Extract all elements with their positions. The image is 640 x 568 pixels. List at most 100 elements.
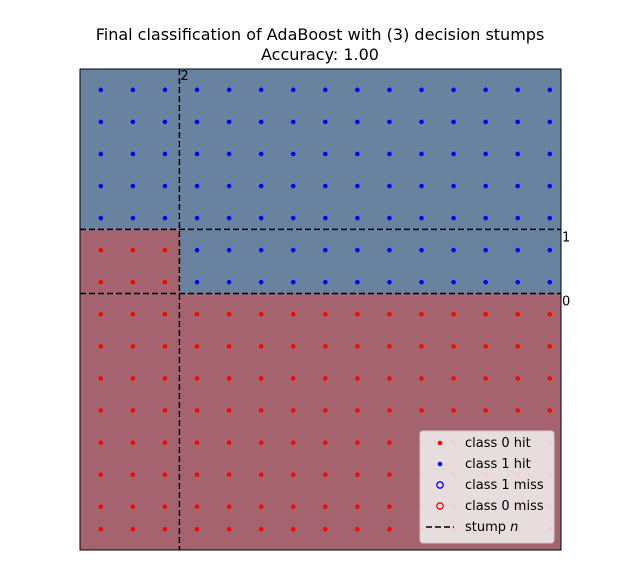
point-class-1-r4-c3: [194, 215, 200, 221]
point-class-1-r5-c12: [483, 247, 488, 253]
point-class-0-r7-c6: [290, 312, 296, 317]
point-class-0-r9-c3: [194, 376, 200, 381]
point-class-0-r7-c1: [130, 312, 136, 317]
point-class-0-r7-c4: [226, 312, 232, 317]
point-class-1-r6-c11: [451, 279, 456, 285]
point-class-1-r4-c11: [451, 215, 456, 221]
legend-item-class-1-miss: class 1 miss: [436, 478, 544, 493]
point-class-0-r11-c8: [355, 440, 360, 445]
point-class-1-r0-c8: [355, 87, 360, 93]
point-class-0-r5-c2: [162, 247, 168, 253]
point-class-1-r6-c9: [387, 279, 392, 285]
legend-item-stump: stump n: [426, 520, 518, 535]
point-class-1-r6-c5: [258, 279, 264, 285]
point-class-1-r2-c1: [130, 151, 136, 157]
point-class-1-r1-c9: [387, 119, 392, 125]
stump-label-2: 2: [180, 69, 188, 84]
point-class-0-r13-c0: [98, 504, 104, 510]
point-class-0-r8-c7: [323, 344, 328, 349]
point-class-0-r10-c2: [162, 408, 168, 413]
point-class-1-r3-c8: [355, 183, 360, 189]
point-class-1-r2-c8: [355, 151, 360, 157]
point-class-0-r10-c0: [98, 408, 104, 413]
point-class-0-r9-c9: [387, 376, 392, 381]
point-class-1-r1-c0: [98, 119, 104, 125]
legend-item-class-0-miss-label: class 0 miss: [465, 499, 544, 514]
decision-stumps: 0 1 2: [80, 69, 570, 550]
point-class-1-r3-c9: [387, 183, 392, 189]
point-class-1-r6-c8: [355, 279, 360, 285]
region-class-1-0: [80, 69, 561, 230]
point-class-1-r3-c7: [323, 183, 328, 189]
point-class-0-r12-c3: [194, 472, 200, 477]
point-class-0-r10-c14: [547, 408, 553, 413]
point-class-1-r5-c7: [323, 247, 328, 253]
point-class-1-r2-c7: [323, 151, 328, 157]
point-class-1-r1-c5: [258, 119, 264, 125]
point-class-0-r12-c1: [130, 472, 136, 477]
point-class-1-r1-c11: [451, 119, 456, 125]
point-class-0-r12-c5: [258, 472, 264, 477]
legend-item-class-0-hit-label: class 0 hit: [465, 436, 531, 451]
point-class-1-r1-c13: [515, 119, 521, 125]
chart-subtitle: Accuracy: 1.00: [261, 45, 379, 64]
point-class-0-r8-c3: [194, 344, 200, 349]
point-class-1-r6-c3: [194, 279, 200, 285]
point-class-0-r7-c11: [451, 312, 456, 317]
point-class-0-r7-c2: [162, 312, 168, 317]
point-class-0-r7-c12: [483, 312, 488, 317]
point-class-1-r2-c4: [226, 151, 232, 157]
point-class-1-r3-c3: [194, 183, 200, 189]
point-class-0-r7-c13: [515, 312, 521, 317]
legend-item-class-1-hit: class 1 hit: [437, 457, 531, 472]
point-class-0-r10-c9: [387, 408, 392, 413]
point-class-1-r2-c6: [290, 151, 296, 157]
point-class-1-r5-c11: [451, 247, 456, 253]
point-class-0-r5-c0: [98, 247, 104, 253]
point-class-1-r2-c12: [483, 151, 488, 157]
legend-item-class-0-hit-marker: [437, 440, 443, 446]
point-class-1-r4-c5: [258, 215, 264, 221]
point-class-0-r7-c7: [323, 312, 328, 317]
point-class-0-r14-c9: [387, 526, 392, 532]
point-class-0-r12-c6: [290, 472, 296, 477]
point-class-1-r4-c10: [419, 215, 424, 221]
point-class-1-r3-c12: [483, 183, 488, 189]
point-class-0-r14-c1: [130, 526, 136, 532]
point-class-0-r12-c0: [98, 472, 104, 477]
point-class-1-r2-c9: [387, 151, 392, 157]
point-class-1-r0-c3: [194, 87, 200, 93]
point-class-0-r7-c8: [355, 312, 360, 317]
point-class-1-r1-c2: [162, 119, 168, 125]
point-class-1-r3-c14: [547, 183, 553, 189]
point-class-0-r8-c1: [130, 344, 136, 349]
point-class-0-r9-c11: [451, 376, 456, 381]
point-class-0-r11-c6: [290, 440, 296, 445]
point-class-1-r6-c10: [419, 279, 424, 285]
point-class-1-r1-c3: [194, 119, 200, 125]
point-class-0-r9-c12: [483, 376, 488, 381]
point-class-1-r1-c4: [226, 119, 232, 125]
legend-item-class-1-miss-marker: [436, 481, 444, 489]
point-class-0-r11-c2: [162, 440, 168, 445]
point-class-0-r7-c0: [98, 312, 104, 317]
point-class-0-r13-c5: [258, 504, 264, 510]
point-class-0-r7-c14: [547, 312, 553, 317]
point-class-1-r3-c5: [258, 183, 264, 189]
point-class-0-r13-c3: [194, 504, 200, 510]
point-class-1-r1-c8: [355, 119, 360, 125]
point-class-1-r0-c1: [130, 87, 136, 93]
point-class-0-r8-c0: [98, 344, 104, 349]
point-class-1-r3-c11: [451, 183, 456, 189]
point-class-1-r2-c11: [451, 151, 456, 157]
point-class-1-r2-c5: [258, 151, 264, 157]
point-class-1-r5-c5: [258, 247, 264, 253]
point-class-0-r7-c3: [194, 312, 200, 317]
point-class-0-r14-c5: [258, 526, 264, 532]
point-class-1-r0-c2: [162, 87, 168, 93]
point-class-1-r2-c14: [547, 151, 553, 157]
point-class-1-r6-c7: [323, 279, 328, 285]
point-class-1-r2-c0: [98, 151, 104, 157]
point-class-0-r13-c4: [226, 504, 232, 510]
point-class-0-r14-c4: [226, 526, 232, 532]
